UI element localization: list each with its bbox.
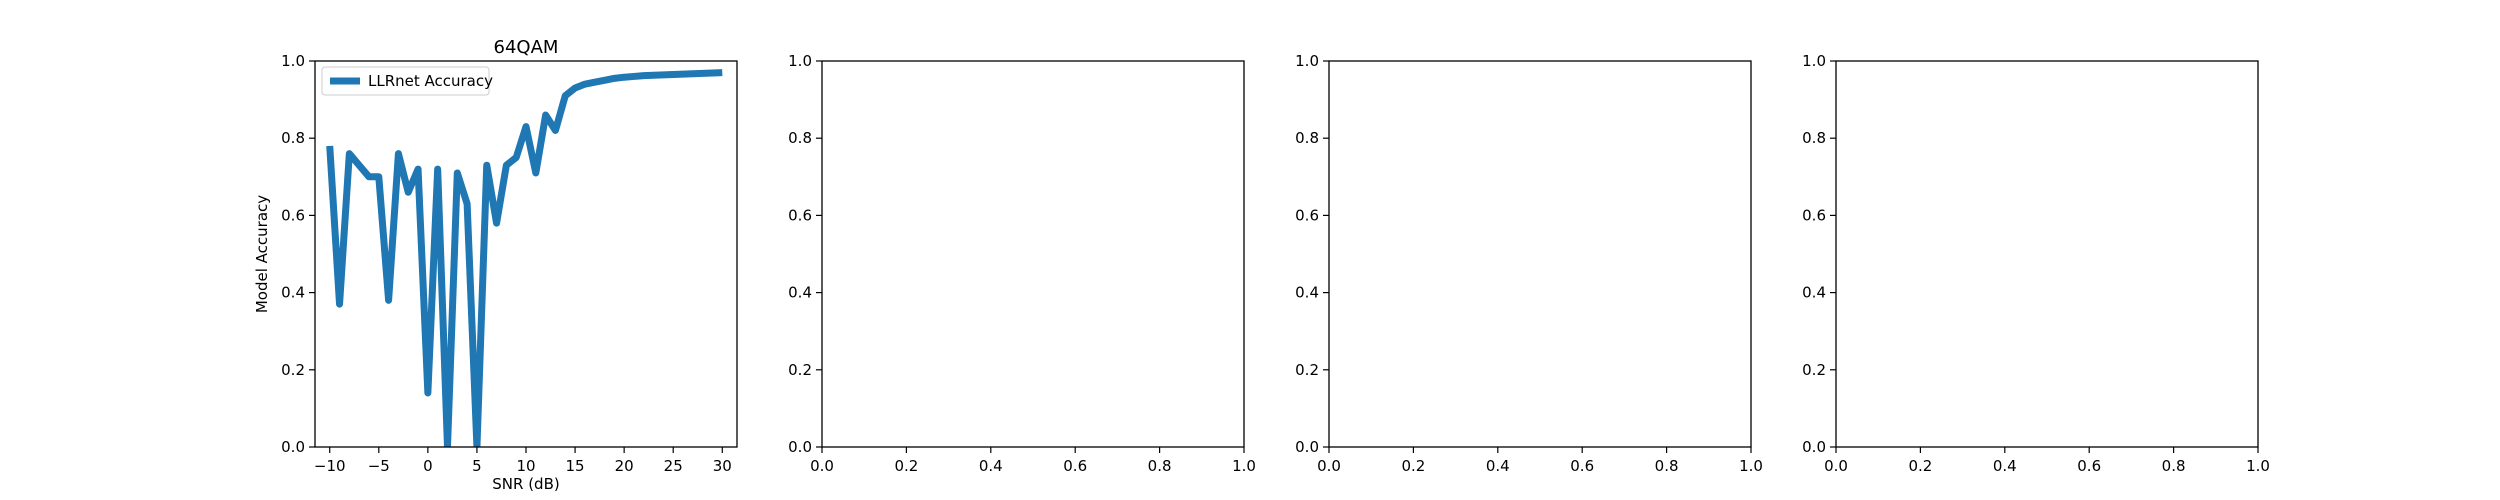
y-tick-label: 0.0 <box>1802 438 1826 456</box>
y-tick-label: 1.0 <box>1802 52 1826 70</box>
x-tick-label: 5 <box>472 457 482 475</box>
y-tick-label: 1.0 <box>788 52 812 70</box>
y-tick-label: 0.6 <box>1295 206 1319 224</box>
chart-panel-3: 0.0 0.2 0.4 0.6 0.8 1.0 0.0 0.2 0.4 0.6 0.8 1.0 <box>1295 52 1763 475</box>
x-tick-label: 0.6 <box>2077 457 2101 475</box>
y-tick-label: 0.4 <box>1295 284 1319 302</box>
x-tick-label: 20 <box>615 457 634 475</box>
y-tick-label: 0.0 <box>1295 438 1319 456</box>
y-tick-label: 0.6 <box>281 206 305 224</box>
x-tick-label: 1.0 <box>2246 457 2270 475</box>
x-tick-label: 30 <box>713 457 732 475</box>
legend-box <box>321 66 490 96</box>
y-tick-label: 0.6 <box>788 206 812 224</box>
y-tick-label: 0.2 <box>281 361 305 379</box>
x-tick-label: −5 <box>368 457 390 475</box>
x-tick-label: 0.8 <box>2162 457 2186 475</box>
x-tick-label: 1.0 <box>1739 457 1763 475</box>
series-line-1 <box>326 69 723 447</box>
x-tick-label: 0.6 <box>1570 457 1594 475</box>
x-tick-label: 0.2 <box>1401 457 1425 475</box>
x-tick-label: 1.0 <box>1232 457 1256 475</box>
x-tick-label: 0.8 <box>1655 457 1679 475</box>
x-tick-label: 10 <box>516 457 535 475</box>
legend-label: LLRnet Accuracy <box>368 72 493 90</box>
x-tick-label: −10 <box>314 457 346 475</box>
chart-panel-2: 0.0 0.2 0.4 0.6 0.8 1.0 0.0 0.2 0.4 0.6 0.8 1.0 <box>788 52 1256 475</box>
y-tick-label: 0.8 <box>1802 129 1826 147</box>
y-tick-label: 1.0 <box>1295 52 1319 70</box>
axes-frame <box>314 60 738 448</box>
y-tick-label: 0.0 <box>788 438 812 456</box>
chart-panel-4: 0.0 0.2 0.4 0.6 0.8 1.0 0.0 0.2 0.4 0.6 0.8 1.0 <box>1802 52 2270 475</box>
x-tick-label: 0.4 <box>1993 457 2017 475</box>
y-tick-label: 0.8 <box>281 129 305 147</box>
x-tick-label: 0.0 <box>1317 457 1341 475</box>
x-tick-label: 0.4 <box>1486 457 1510 475</box>
y-tick-label: 0.2 <box>1802 361 1826 379</box>
y-tick-label: 1.0 <box>281 52 305 70</box>
x-axis-label: SNR (dB) <box>492 475 559 493</box>
x-tick-label: 0 <box>423 457 433 475</box>
x-tick-label: 15 <box>566 457 585 475</box>
axes-frame <box>1835 60 2259 448</box>
y-axis-label: Model Accuracy <box>253 195 271 313</box>
x-tick-label: 25 <box>664 457 683 475</box>
y-tick-label: 0.2 <box>788 361 812 379</box>
chart-title: 64QAM <box>494 37 559 58</box>
y-tick-label: 0.8 <box>788 129 812 147</box>
axes-frame <box>821 60 1245 448</box>
axes-frame <box>1328 60 1752 448</box>
legend: LLRnet Accuracy <box>321 66 493 96</box>
x-tick-label: 0.6 <box>1063 457 1087 475</box>
y-tick-label: 0.6 <box>1802 206 1826 224</box>
y-tick-label: 0.4 <box>281 284 305 302</box>
x-tick-label: 0.2 <box>1908 457 1932 475</box>
y-tick-label: 0.2 <box>1295 361 1319 379</box>
x-tick-label: 0.0 <box>810 457 834 475</box>
y-tick-label: 0.8 <box>1295 129 1319 147</box>
x-tick-label: 0.8 <box>1148 457 1172 475</box>
x-tick-label: 0.4 <box>979 457 1003 475</box>
y-tick-label: 0.4 <box>788 284 812 302</box>
y-tick-label: 0.0 <box>281 438 305 456</box>
y-tick-label: 0.4 <box>1802 284 1826 302</box>
chart-panel-1: −10 −5 0 5 10 15 20 25 30 0.0 0.2 0.4 0.6 0.8 1.0 64QAM… <box>253 37 738 493</box>
x-tick-label: 0.2 <box>894 457 918 475</box>
x-tick-label: 0.0 <box>1824 457 1848 475</box>
